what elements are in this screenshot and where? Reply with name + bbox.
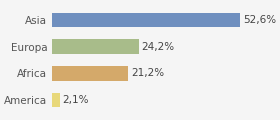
Bar xyxy=(52,66,128,81)
Bar xyxy=(52,39,139,54)
Text: 24,2%: 24,2% xyxy=(141,42,175,52)
Text: 52,6%: 52,6% xyxy=(243,15,276,25)
Text: 21,2%: 21,2% xyxy=(131,68,164,78)
Bar xyxy=(52,93,60,107)
Bar xyxy=(52,13,240,27)
Text: 2,1%: 2,1% xyxy=(62,95,89,105)
